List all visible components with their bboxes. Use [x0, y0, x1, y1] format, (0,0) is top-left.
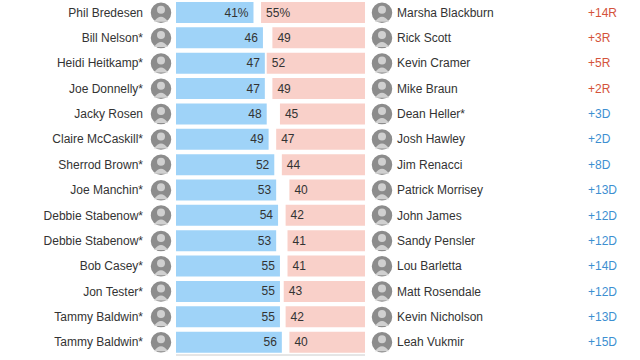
svg-text:+12D: +12D — [588, 234, 617, 248]
svg-text:Heidi Heitkamp*: Heidi Heitkamp* — [57, 56, 143, 70]
svg-text:John James: John James — [397, 209, 462, 223]
svg-text:52: 52 — [256, 158, 270, 172]
svg-text:55: 55 — [262, 310, 276, 324]
svg-text:44: 44 — [287, 158, 301, 172]
svg-text:Leah Vukmir: Leah Vukmir — [397, 335, 464, 349]
svg-text:55: 55 — [262, 259, 276, 273]
svg-text:47: 47 — [246, 82, 260, 96]
svg-text:+5R: +5R — [588, 56, 611, 70]
svg-text:Joe Donnelly*: Joe Donnelly* — [69, 82, 143, 96]
svg-text:Jon Tester*: Jon Tester* — [83, 285, 143, 299]
svg-text:Jim Renacci: Jim Renacci — [397, 158, 462, 172]
svg-text:Rick Scott: Rick Scott — [397, 31, 452, 45]
svg-text:Kevin Cramer: Kevin Cramer — [397, 56, 470, 70]
svg-text:+3D: +3D — [588, 107, 611, 121]
svg-text:52: 52 — [272, 56, 286, 70]
svg-text:Claire McCaskill*: Claire McCaskill* — [52, 132, 143, 146]
svg-text:49: 49 — [277, 82, 291, 96]
svg-text:Kevin Nicholson: Kevin Nicholson — [397, 310, 483, 324]
svg-text:Debbie Stabenow*: Debbie Stabenow* — [44, 234, 144, 248]
svg-text:Sandy Pensler: Sandy Pensler — [397, 234, 475, 248]
svg-text:Sherrod Brown*: Sherrod Brown* — [58, 158, 143, 172]
svg-text:40: 40 — [294, 335, 308, 349]
svg-text:54: 54 — [260, 208, 274, 222]
svg-text:49: 49 — [250, 132, 264, 146]
svg-text:Josh Hawley: Josh Hawley — [397, 132, 465, 146]
svg-text:+2D: +2D — [588, 132, 611, 146]
svg-text:41: 41 — [293, 234, 307, 248]
svg-text:41%: 41% — [224, 6, 248, 20]
svg-text:55%: 55% — [266, 6, 290, 20]
svg-text:48: 48 — [248, 107, 262, 121]
svg-text:+13D: +13D — [588, 310, 617, 324]
svg-text:Joe Manchin*: Joe Manchin* — [70, 183, 143, 197]
svg-text:53: 53 — [258, 234, 272, 248]
svg-text:45: 45 — [285, 107, 299, 121]
svg-text:+12D: +12D — [588, 285, 617, 299]
svg-text:56: 56 — [263, 335, 277, 349]
svg-text:Debbie Stabenow*: Debbie Stabenow* — [44, 209, 144, 223]
svg-text:Matt Rosendale: Matt Rosendale — [397, 285, 481, 299]
svg-text:Bill Nelson*: Bill Nelson* — [82, 31, 144, 45]
svg-text:47: 47 — [281, 132, 295, 146]
svg-text:Dean Heller*: Dean Heller* — [397, 107, 465, 121]
svg-text:Phil Bredesen: Phil Bredesen — [68, 6, 143, 20]
svg-text:53: 53 — [258, 183, 272, 197]
svg-text:+15D: +15D — [588, 335, 617, 349]
svg-text:+14R: +14R — [588, 6, 617, 20]
svg-text:55: 55 — [262, 284, 276, 298]
svg-text:Jacky Rosen: Jacky Rosen — [74, 107, 143, 121]
svg-text:+14D: +14D — [588, 259, 617, 273]
svg-text:+12D: +12D — [588, 209, 617, 223]
svg-text:Lou Barletta: Lou Barletta — [397, 259, 462, 273]
svg-text:Tammy Baldwin*: Tammy Baldwin* — [54, 335, 143, 349]
svg-text:46: 46 — [245, 31, 259, 45]
svg-text:+2R: +2R — [588, 82, 611, 96]
svg-text:42: 42 — [291, 310, 305, 324]
svg-text:41: 41 — [293, 259, 307, 273]
svg-text:49: 49 — [277, 31, 291, 45]
svg-text:+3R: +3R — [588, 31, 611, 45]
svg-text:+13D: +13D — [588, 183, 617, 197]
svg-text:Marsha Blackburn: Marsha Blackburn — [397, 6, 494, 20]
svg-text:Mike Braun: Mike Braun — [397, 82, 458, 96]
svg-text:40: 40 — [294, 183, 308, 197]
svg-text:47: 47 — [246, 56, 260, 70]
svg-text:Patrick Morrisey: Patrick Morrisey — [397, 183, 483, 197]
svg-text:Bob Casey*: Bob Casey* — [80, 259, 144, 273]
svg-text:43: 43 — [289, 284, 303, 298]
svg-text:Tammy Baldwin*: Tammy Baldwin* — [54, 310, 143, 324]
svg-text:+8D: +8D — [588, 158, 611, 172]
svg-text:42: 42 — [291, 208, 305, 222]
